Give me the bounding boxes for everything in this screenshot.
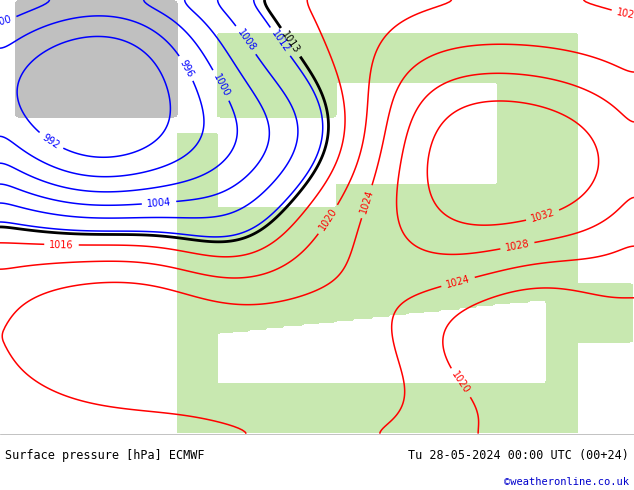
Text: ©weatheronline.co.uk: ©weatheronline.co.uk	[504, 477, 629, 487]
Text: 1020: 1020	[317, 206, 339, 233]
Text: Surface pressure [hPa] ECMWF: Surface pressure [hPa] ECMWF	[5, 449, 205, 463]
Text: 1020: 1020	[616, 7, 634, 22]
Text: 1012: 1012	[269, 29, 292, 55]
Text: 996: 996	[178, 58, 195, 78]
Text: 992: 992	[41, 132, 61, 150]
Text: 1032: 1032	[529, 208, 556, 224]
Text: 1016: 1016	[49, 240, 74, 250]
Text: 1000: 1000	[211, 72, 231, 98]
Text: 1024: 1024	[445, 274, 471, 290]
Text: 1000: 1000	[0, 14, 13, 29]
Text: 1028: 1028	[505, 239, 531, 253]
Text: 1024: 1024	[358, 189, 375, 215]
Text: 1008: 1008	[235, 27, 257, 53]
Text: 1004: 1004	[146, 197, 172, 209]
Text: Tu 28-05-2024 00:00 UTC (00+24): Tu 28-05-2024 00:00 UTC (00+24)	[408, 449, 629, 463]
Text: 1020: 1020	[450, 370, 472, 396]
Text: 1013: 1013	[280, 29, 302, 55]
